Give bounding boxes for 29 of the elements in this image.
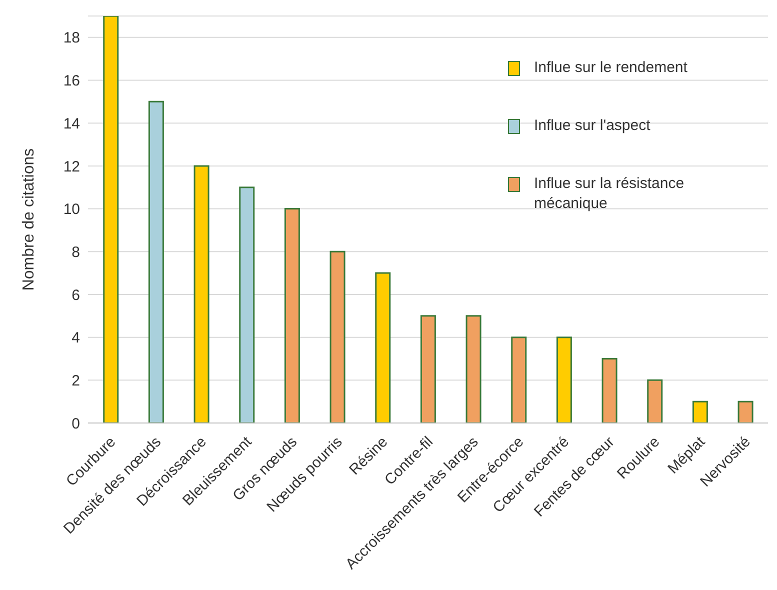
bar [692,400,708,423]
bar [647,379,663,423]
legend-label: Influe sur le rendement [534,58,688,78]
bar [420,315,436,423]
y-tick-label: 6 [72,286,80,304]
bar [738,400,754,423]
y-tick-label: 14 [63,115,80,132]
bar [375,272,391,423]
legend-label: Influe sur l'aspect [534,116,650,136]
bar [556,336,572,423]
bar [511,336,527,423]
legend-label: Influe sur la résistance mécanique [534,174,686,214]
y-tick-label: 16 [63,72,80,90]
y-tick-label: 2 [72,372,80,390]
y-tick-label: 10 [63,201,80,218]
y-axis-title: Nombre de citations [20,148,38,291]
y-tick-label: 4 [72,330,80,347]
bar [148,100,164,423]
y-tick-label: 12 [63,158,80,176]
bar [602,358,618,423]
bar [284,208,300,423]
bar [103,16,119,423]
bar [194,165,210,423]
y-tick-label: 0 [72,415,80,432]
bar [466,315,482,423]
y-tick-label: 8 [72,244,80,261]
bar [330,250,346,423]
y-tick-label: 18 [63,30,80,47]
bar [239,186,255,423]
